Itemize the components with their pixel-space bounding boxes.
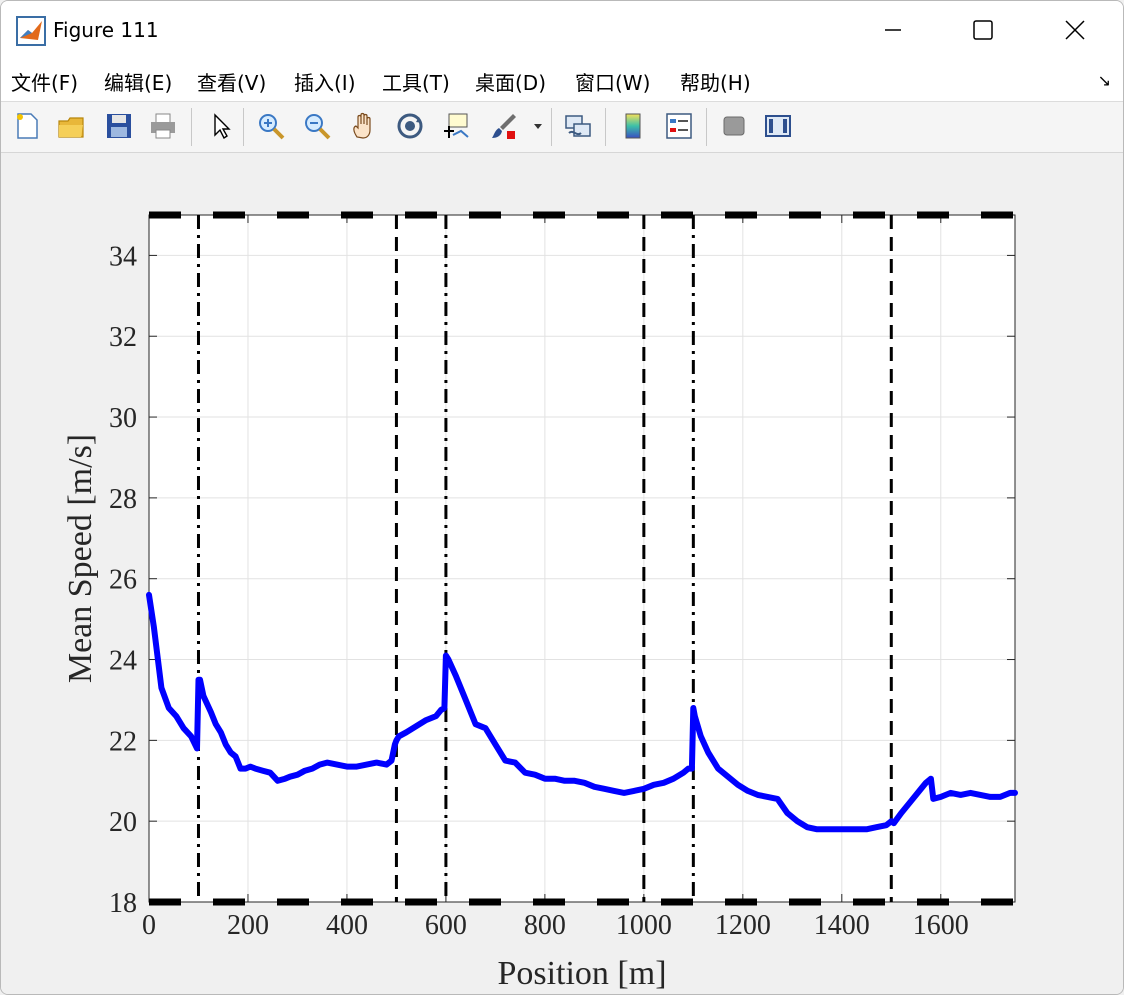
y-tick-label: 34 — [109, 241, 137, 272]
line-chart[interactable]: 0 200 400 600 800 1000 1200 1400 1600 18 20 22 24 26 2… — [1, 153, 1123, 994]
axes-box — [148, 214, 1016, 903]
save-button[interactable] — [103, 110, 135, 142]
menu-view[interactable]: 查看(V) — [197, 71, 267, 95]
print-button[interactable] — [147, 110, 179, 142]
maximize-icon — [973, 20, 993, 40]
zoom-in-icon — [259, 114, 285, 140]
open-file-icon — [58, 117, 84, 138]
menu-tools[interactable]: 工具(T) — [382, 71, 450, 95]
x-tick-label: 1000 — [616, 910, 672, 941]
menu-window[interactable]: 窗口(W) — [575, 71, 651, 95]
toolbar-separator — [191, 108, 192, 146]
y-tick-label: 32 — [109, 322, 137, 353]
x-axis-label: Position [m] — [497, 955, 666, 992]
menu-desktop[interactable]: 桌面(D) — [475, 71, 547, 95]
plot-area — [149, 215, 1015, 902]
rotate-3d-icon — [397, 113, 423, 139]
menu-bar: 文件(F) 编辑(E) 查看(V) 插入(I) 工具(T) 桌面(D) 窗口(W… — [1, 59, 1123, 102]
speed-series-line — [146, 591, 1018, 833]
pointer-button[interactable] — [205, 110, 237, 142]
save-icon — [107, 114, 131, 138]
link-plot-button[interactable] — [562, 110, 594, 142]
y-axis-label: Mean Speed [m/s] — [62, 434, 99, 683]
pointer-icon — [214, 113, 231, 140]
new-figure-button[interactable] — [11, 110, 43, 142]
maximize-button[interactable] — [937, 1, 1029, 59]
title-bar: Figure 111 — [1, 1, 1123, 59]
data-cursor-icon — [444, 113, 469, 138]
show-plot-tools-button[interactable] — [762, 110, 794, 142]
close-icon — [1065, 20, 1085, 40]
minimize-icon — [885, 29, 901, 31]
y-tick-label: 24 — [109, 646, 137, 677]
print-icon — [151, 113, 175, 139]
minimize-button[interactable] — [847, 1, 939, 59]
toolbar-separator — [706, 108, 707, 146]
zoom-out-button[interactable] — [301, 110, 333, 142]
y-tick-label: 20 — [109, 807, 137, 838]
toolbar-separator — [551, 108, 552, 146]
x-tick-label: 1400 — [814, 910, 870, 941]
zoom-in-button[interactable] — [255, 110, 287, 142]
data-cursor-button[interactable] — [440, 110, 472, 142]
zoom-out-icon — [305, 114, 331, 140]
colorbar-icon — [625, 113, 641, 139]
y-tick-label: 30 — [109, 403, 137, 434]
y-tick-label: 28 — [109, 484, 137, 515]
brush-dropdown-button[interactable] — [529, 110, 547, 142]
menu-edit[interactable]: 编辑(E) — [104, 71, 173, 95]
pan-icon — [353, 112, 371, 139]
y-tick-label: 26 — [109, 565, 137, 596]
rotate-3d-button[interactable] — [394, 110, 426, 142]
x-tick-label: 600 — [425, 910, 467, 941]
toolbar-separator — [605, 108, 606, 146]
x-tick-label: 0 — [142, 910, 156, 941]
x-tick-label: 200 — [227, 910, 269, 941]
toolbar-separator — [243, 108, 244, 146]
x-tick-label: 800 — [524, 910, 566, 941]
legend-icon — [666, 113, 692, 139]
y-tick-label: 18 — [109, 888, 137, 919]
colorbar-button[interactable] — [617, 110, 649, 142]
pan-button[interactable] — [348, 110, 380, 142]
chevron-down-icon — [534, 124, 542, 129]
open-file-button[interactable] — [55, 110, 87, 142]
link-plot-icon — [565, 115, 591, 137]
brush-icon — [492, 114, 516, 139]
x-tick-label: 1200 — [715, 910, 771, 941]
x-tick-label: 1600 — [913, 910, 969, 941]
hide-plot-tools-icon — [723, 116, 745, 136]
legend-button[interactable] — [663, 110, 695, 142]
menu-file[interactable]: 文件(F) — [11, 71, 79, 95]
dock-arrow-icon[interactable]: ↘ — [1097, 71, 1111, 90]
figure-canvas: 0 200 400 600 800 1000 1200 1400 1600 18 20 22 24 26 2… — [1, 153, 1123, 994]
menu-help[interactable]: 帮助(H) — [680, 71, 751, 95]
toolbar — [1, 102, 1123, 153]
window-title: Figure 111 — [53, 18, 159, 42]
close-button[interactable] — [1029, 1, 1121, 59]
hide-plot-tools-button[interactable] — [718, 110, 750, 142]
menu-insert[interactable]: 插入(I) — [294, 71, 356, 95]
matlab-icon — [16, 16, 46, 46]
x-tick-label: 400 — [326, 910, 368, 941]
new-figure-icon — [17, 113, 38, 139]
brush-button[interactable] — [488, 110, 520, 142]
show-plot-tools-icon — [765, 115, 791, 137]
y-tick-label: 22 — [109, 726, 137, 757]
